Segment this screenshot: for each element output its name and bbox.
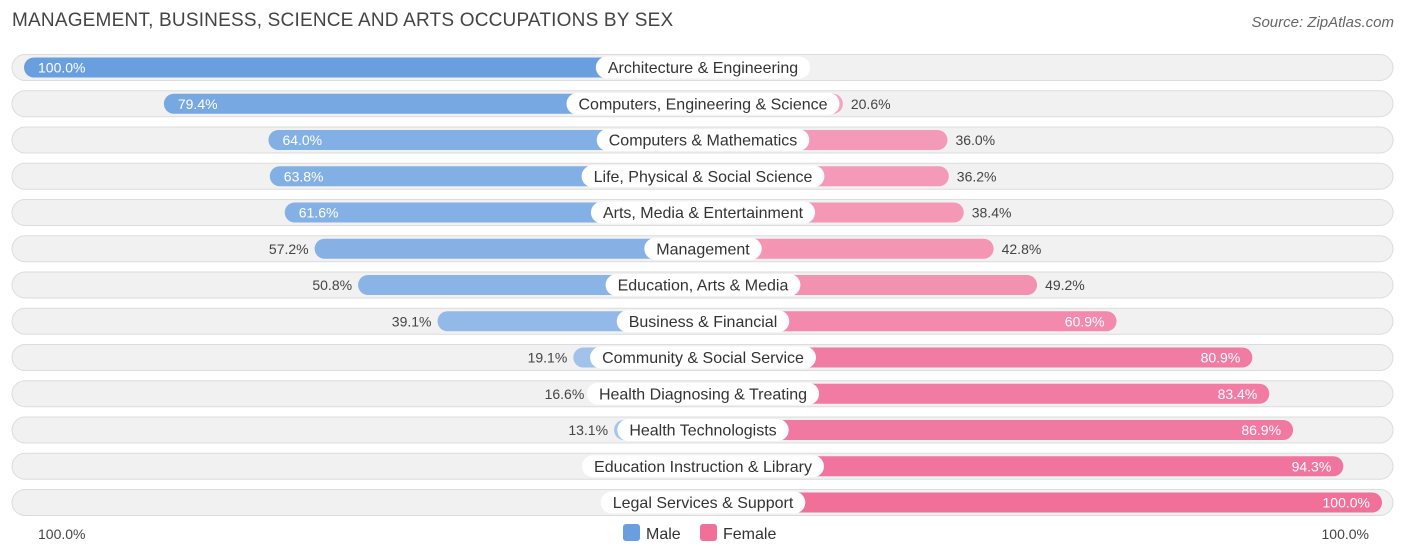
category-label-box (595, 56, 811, 79)
female-bar (703, 311, 1117, 332)
female-bar (703, 347, 1253, 368)
male-bar (24, 57, 703, 78)
female-bar (703, 456, 1344, 477)
category-label: Arts, Media & Entertainment (603, 205, 804, 222)
category-label: Computers & Mathematics (609, 133, 798, 150)
category-label-box (582, 455, 824, 478)
female-value-label: 100.0% (1323, 495, 1370, 511)
legend-label-female: Female (723, 526, 776, 543)
category-label-box (596, 129, 810, 151)
category-label: Management (656, 241, 750, 258)
category-label-box (605, 274, 801, 296)
category-label: Computers, Engineering & Science (578, 96, 827, 113)
category-label: Life, Physical & Social Science (594, 169, 813, 186)
category-label-box (590, 346, 816, 369)
male-value-label: 19.1% (528, 350, 568, 366)
category-label-box (617, 419, 789, 441)
category-label: Business & Financial (629, 314, 778, 331)
chart-source: Source: ZipAtlas.com (1251, 14, 1394, 31)
male-value-label: 63.8% (284, 168, 324, 184)
male-value-label: 57.2% (269, 241, 309, 257)
female-value-label: 83.4% (1218, 386, 1258, 402)
female-bar (703, 238, 994, 259)
female-value-label: 36.0% (955, 132, 995, 148)
male-bar (268, 130, 703, 150)
male-value-label: 61.6% (299, 205, 339, 221)
category-label: Architecture & Engineering (608, 60, 798, 77)
category-label-box (644, 237, 762, 260)
female-value-label: 80.9% (1201, 350, 1241, 366)
legend-swatch-male (623, 524, 640, 541)
female-value-label: 86.9% (1241, 422, 1281, 438)
category-label: Education Instruction & Library (594, 459, 812, 476)
male-value-label: 13.1% (568, 422, 608, 438)
female-bar (703, 492, 1382, 513)
male-value-label: 16.6% (545, 386, 585, 402)
chart-title: MANAGEMENT, BUSINESS, SCIENCE AND ARTS O… (12, 10, 674, 31)
category-label-box (600, 491, 806, 514)
category-label-box (566, 92, 840, 115)
category-label: Legal Services & Support (613, 495, 794, 512)
category-label-box (586, 382, 820, 405)
female-bar (703, 420, 1294, 440)
legend-swatch-female (700, 524, 717, 541)
female-bar (703, 383, 1270, 404)
male-value-label: 50.8% (312, 277, 352, 293)
female-value-label: 94.3% (1292, 458, 1332, 474)
male-value-label: 64.0% (282, 132, 322, 148)
category-label: Education, Arts & Media (618, 278, 789, 295)
legend-label-male: Male (646, 526, 681, 543)
male-value-label: 100.0% (38, 60, 85, 76)
axis-label-left: 100.0% (38, 526, 85, 542)
male-bar (314, 238, 703, 259)
category-label: Health Technologists (629, 423, 776, 440)
female-value-label: 60.9% (1065, 313, 1105, 329)
category-label: Health Diagnosing & Treating (599, 386, 807, 403)
female-value-label: 38.4% (972, 205, 1012, 221)
category-label-box (590, 201, 816, 224)
category-label-box (616, 310, 790, 333)
female-value-label: 20.6% (851, 96, 891, 112)
female-value-label: 36.2% (957, 168, 997, 184)
female-value-label: 49.2% (1045, 277, 1085, 293)
male-value-label: 79.4% (178, 96, 218, 112)
female-value-label: 42.8% (1002, 241, 1042, 257)
category-label-box (581, 165, 825, 188)
axis-label-right: 100.0% (1322, 526, 1369, 542)
category-label: Community & Social Service (602, 350, 804, 367)
male-value-label: 39.1% (392, 313, 432, 329)
